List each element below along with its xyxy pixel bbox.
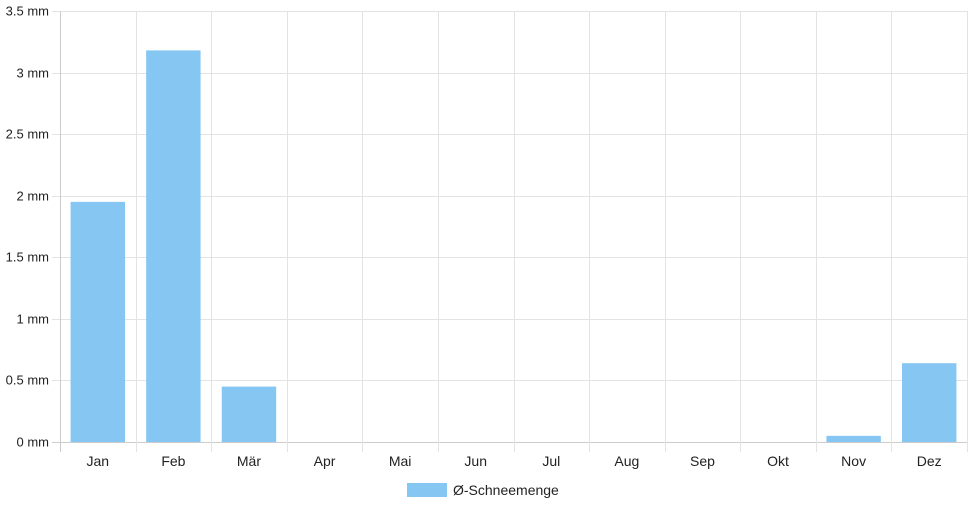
y-tick-label: 1.5 mm — [6, 250, 49, 265]
bars — [70, 50, 957, 443]
y-tick-label: 1 mm — [17, 312, 50, 327]
x-tick-label: Apr — [314, 453, 336, 469]
y-tick-label: 3.5 mm — [6, 4, 49, 19]
bar[interactable] — [221, 386, 277, 442]
grid-lines — [52, 11, 968, 452]
y-tick-label: 2 mm — [17, 189, 50, 204]
x-tick-label: Jun — [464, 453, 487, 469]
bar[interactable] — [146, 50, 201, 443]
x-tick-label: Jan — [87, 453, 110, 469]
y-tick-label: 0 mm — [17, 435, 50, 450]
bar[interactable] — [826, 435, 881, 442]
legend-label: Ø-Schneemenge — [453, 482, 559, 498]
x-tick-label: Feb — [161, 453, 185, 469]
x-tick-label: Okt — [767, 453, 789, 469]
y-tick-label: 0.5 mm — [6, 373, 49, 388]
legend-swatch — [407, 483, 447, 497]
x-tick-label: Dez — [917, 453, 942, 469]
x-tick-label: Aug — [614, 453, 639, 469]
x-tick-label: Mai — [389, 453, 412, 469]
x-axis-tick-labels: Jan Feb Mär Apr Mai Jun Jul Aug Sep Okt Nov Dez — [87, 453, 942, 469]
x-tick-label: Jul — [542, 453, 560, 469]
bar[interactable] — [70, 201, 126, 442]
y-tick-label: 3 mm — [17, 66, 50, 81]
x-tick-label: Sep — [690, 453, 715, 469]
legend[interactable]: Ø-Schneemenge — [407, 482, 559, 498]
x-tick-label: Nov — [841, 453, 866, 469]
x-tick-label: Mär — [237, 453, 261, 469]
bar[interactable] — [901, 363, 957, 442]
y-axis-tick-labels: 0 mm 0.5 mm 1 mm 1.5 mm 2 mm 2.5 mm 3 mm 3.5 mm — [6, 4, 49, 450]
y-tick-label: 2.5 mm — [6, 127, 49, 142]
